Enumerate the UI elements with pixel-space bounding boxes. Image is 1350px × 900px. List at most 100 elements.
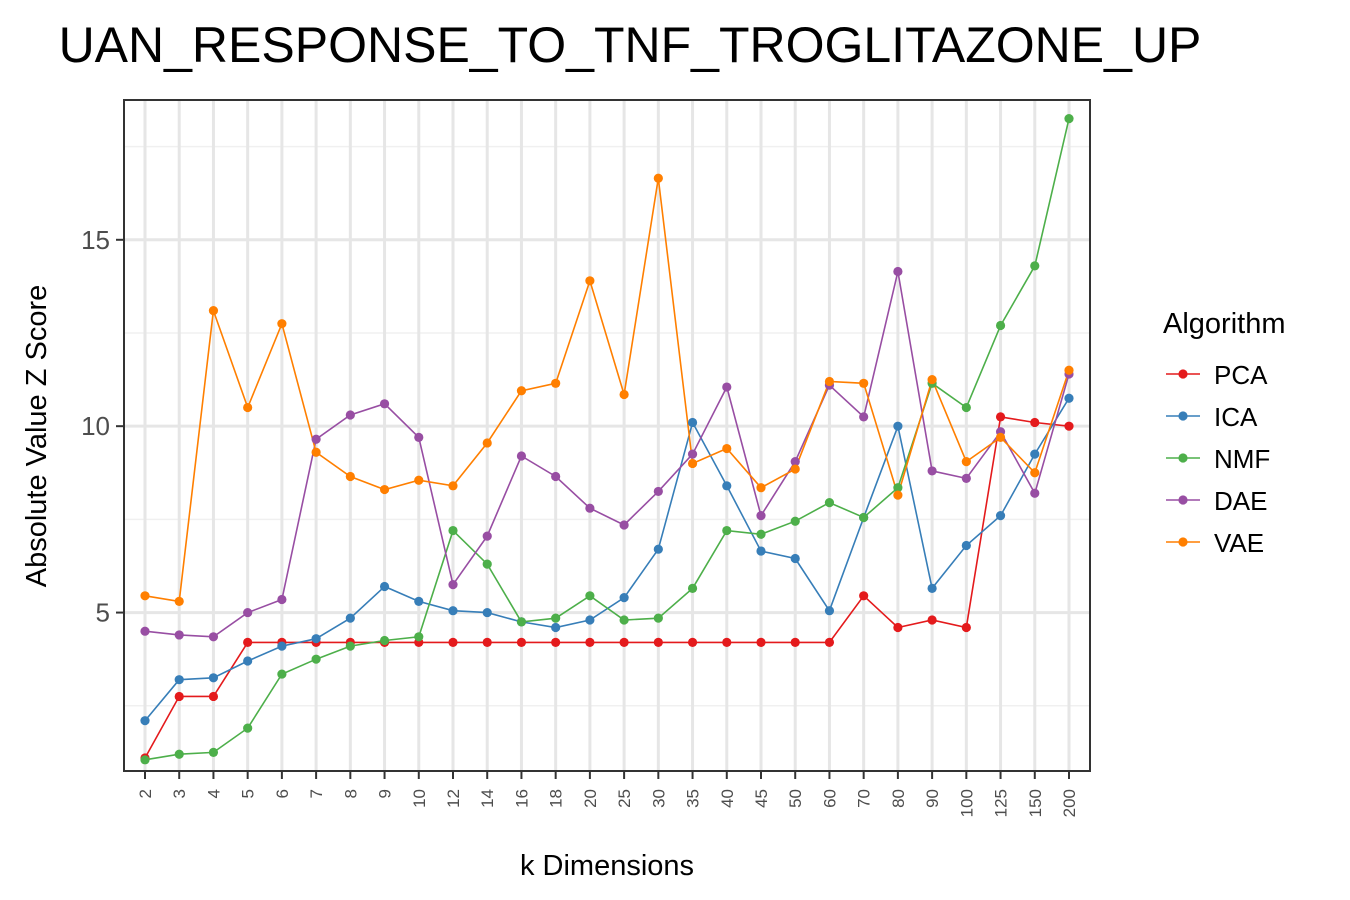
data-point-nmf: [653, 613, 663, 623]
data-point-dae: [722, 382, 732, 392]
data-point-dae: [277, 594, 287, 605]
data-point-ica: [140, 716, 150, 726]
x-tick-label: 45: [752, 789, 771, 808]
data-point-vae: [995, 432, 1006, 442]
data-point-dae: [174, 630, 184, 640]
data-point-nmf: [790, 516, 800, 526]
data-point-vae: [756, 483, 766, 493]
data-point-vae: [619, 389, 629, 400]
data-point-vae: [345, 471, 355, 482]
data-point-vae: [585, 276, 595, 286]
data-point-ica: [653, 544, 663, 554]
data-point-dae: [243, 607, 253, 618]
x-tick-label: 3: [170, 789, 189, 798]
data-point-ica: [379, 581, 390, 592]
data-point-vae: [790, 464, 800, 474]
data-point-pca: [687, 637, 698, 647]
legend: Algorithm PCA ICA NMF DAE VAE: [1163, 308, 1286, 558]
data-point-nmf: [311, 654, 321, 664]
data-point-nmf: [379, 635, 390, 646]
data-point-nmf: [1064, 114, 1074, 124]
data-point-vae: [243, 402, 253, 413]
data-point-dae: [208, 632, 219, 642]
data-point-dae: [140, 626, 150, 636]
x-tick-label: 70: [855, 789, 874, 808]
data-point-nmf: [995, 320, 1006, 331]
x-tick-label: 100: [957, 789, 976, 817]
data-point-vae: [859, 378, 869, 388]
x-tick-label: 90: [923, 789, 942, 808]
data-point-vae: [414, 475, 424, 485]
y-tick-label: 5: [96, 598, 110, 628]
data-point-vae: [379, 484, 390, 495]
x-tick-label: 9: [376, 789, 395, 798]
data-point-ica: [619, 593, 629, 603]
data-point-nmf: [859, 512, 869, 523]
data-point-nmf: [893, 483, 903, 493]
series-lines: [144, 118, 1070, 761]
data-point-dae: [379, 399, 390, 409]
data-point-nmf: [619, 615, 629, 625]
data-point-vae: [961, 456, 971, 467]
data-point-dae: [927, 466, 937, 476]
data-point-dae: [482, 531, 492, 541]
data-point-nmf: [756, 529, 766, 539]
series-line-vae: [144, 178, 1070, 603]
data-point-pca: [482, 637, 492, 647]
legend-key-point-dae: [1178, 495, 1188, 505]
x-tick-label: 5: [239, 789, 258, 798]
legend-key-point-pca: [1178, 369, 1188, 379]
data-point-nmf: [687, 583, 698, 593]
legend-key-point-ica: [1178, 411, 1188, 421]
x-tick-label: 50: [786, 789, 805, 808]
data-point-vae: [482, 438, 492, 448]
x-tick-label: 80: [889, 789, 908, 808]
data-point-vae: [927, 374, 937, 385]
chart-title: UAN_RESPONSE_TO_TNF_TROGLITAZONE_UP: [59, 17, 1202, 73]
data-point-dae: [585, 503, 595, 513]
data-point-nmf: [414, 632, 424, 642]
data-point-ica: [961, 540, 971, 551]
data-point-nmf: [1030, 261, 1040, 271]
legend-key-point-nmf: [1178, 453, 1188, 463]
data-point-dae: [756, 511, 766, 521]
data-point-ica: [927, 583, 937, 593]
data-point-vae: [687, 458, 698, 469]
data-point-nmf: [174, 749, 184, 759]
data-point-pca: [653, 637, 663, 647]
data-point-nmf: [722, 525, 732, 536]
x-tick-label: 40: [718, 789, 737, 808]
x-tick-label: 12: [444, 789, 463, 808]
x-tick-label: 30: [649, 789, 668, 808]
data-point-nmf: [482, 559, 492, 569]
data-point-ica: [824, 606, 835, 616]
legend-title: Algorithm: [1163, 308, 1286, 340]
plot-panel-border: [123, 99, 1091, 772]
data-point-dae: [893, 266, 903, 277]
legend-label-ica: ICA: [1214, 402, 1258, 432]
data-point-pca: [619, 637, 629, 647]
x-tick-label: 14: [478, 789, 497, 808]
data-point-vae: [1030, 468, 1040, 478]
data-point-dae: [619, 520, 629, 530]
data-point-vae: [722, 443, 732, 454]
data-point-nmf: [448, 525, 458, 536]
x-tick-label: 35: [684, 789, 703, 808]
data-point-ica: [1030, 449, 1040, 459]
data-point-pca: [961, 622, 971, 633]
data-point-vae: [653, 173, 663, 183]
data-point-pca: [1030, 417, 1040, 428]
major-gridlines: [124, 100, 1090, 771]
x-tick-label: 150: [1026, 789, 1045, 817]
data-point-dae: [1030, 488, 1040, 498]
data-point-dae: [653, 486, 663, 497]
data-point-ica: [585, 615, 595, 625]
x-tick-label: 6: [273, 789, 292, 798]
y-tick-label: 10: [81, 411, 110, 441]
legend-label-nmf: NMF: [1214, 444, 1270, 474]
x-tick-label: 16: [512, 789, 531, 808]
x-axis-ticks: 2 3 4 5 6 7 8 9 10 12 14 16 18 20 25 30 35 40 45 50 60 70 80 90…: [136, 771, 1079, 817]
data-point-nmf: [824, 498, 835, 508]
data-point-vae: [448, 481, 458, 491]
